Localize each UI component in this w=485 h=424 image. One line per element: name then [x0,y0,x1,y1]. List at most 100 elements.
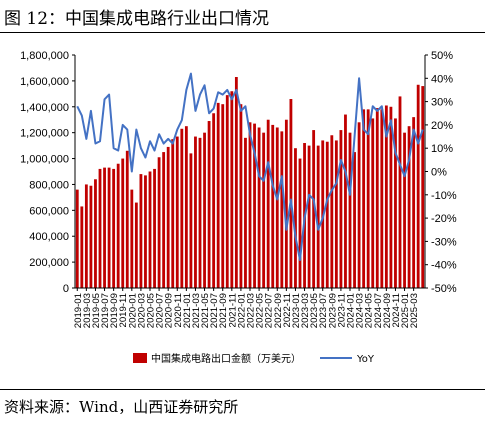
x-tick-label: 2021-05 [200,293,211,328]
legend-line-label: YoY [356,354,375,365]
x-axis: 2019-012019-032019-052019-072019-092019-… [73,287,425,328]
bar-2024-09 [384,105,388,288]
left-tick-label: 800,000 [29,179,69,191]
x-tick-label: 2020-07 [155,293,166,328]
bar-2024-05 [366,109,370,289]
left-tick-label: 600,000 [29,205,69,217]
bar-2021-11 [230,91,234,289]
bar-2019-10 [116,163,120,288]
bar-2021-10 [225,95,229,288]
bar-2019-05 [94,179,97,288]
right-axis: -50% -40% -30% -20% -10% 0% 10% 20% 30% 40% 50% [424,50,457,295]
x-tick-label: 2021-07 [209,293,220,328]
bar-2023-08 [325,141,329,288]
x-tick-label: 2024-11 [391,293,402,328]
left-tick-label: 1,800,000 [20,50,69,62]
right-tick-label: -20% [431,213,457,225]
bar-2020-03 [139,174,143,288]
x-tick-label: 2023-07 [318,293,329,328]
x-tick-label: 2023-09 [327,293,338,328]
bar-2021-07 [212,113,216,288]
x-tick-label: 2022-07 [264,293,275,328]
bar-2024-06 [371,118,375,289]
x-tick-label: 2021-09 [218,293,229,328]
left-tick-label: 1,200,000 [20,128,69,140]
left-tick-label: 200,000 [29,257,69,269]
bar-2019-06 [98,168,102,288]
bar-2024-03 [357,122,361,288]
x-tick-label: 2021-03 [191,293,202,328]
figure-title: 图 12：中国集成电路行业出口情况 [4,9,270,29]
x-tick-label: 2022-11 [282,293,293,328]
bar-2024-11 [394,118,397,289]
bar-2025-01 [403,132,406,288]
bar-2023-06 [316,145,320,288]
bar-2019-12 [125,150,129,288]
bar-2024-12 [398,96,402,288]
bar-2020-01 [130,189,134,288]
x-tick-label: 2022-05 [255,293,266,328]
right-tick-label: -40% [431,260,457,272]
x-tick-label: 2020-09 [164,293,175,328]
yoy-series [76,72,424,262]
x-tick-label: 2023-11 [336,293,347,328]
bar-2020-05 [148,171,152,288]
bar-2024-01 [348,132,352,288]
bar-2022-01 [239,104,243,288]
bar-2024-04 [362,109,366,289]
x-tick-label: 2022-01 [236,293,247,328]
bar-2022-08 [271,124,275,289]
bar-2021-05 [203,132,206,288]
bar-series [75,77,425,289]
bar-2024-10 [389,106,393,288]
bar-2021-06 [207,121,211,289]
bar-2019-11 [121,158,125,288]
x-tick-label: 2022-03 [246,293,257,328]
bar-2020-09 [166,146,170,288]
left-tick-label: 1,600,000 [20,76,69,88]
bar-2023-01 [294,148,297,288]
x-tick-label: 2024-09 [382,293,393,328]
x-tick-label: 2025-01 [400,293,411,328]
legend: 中国集成电路出口金额（万美元） YoY [133,352,375,365]
x-tick-label: 2019-11 [118,293,129,328]
x-tick-label: 2024-01 [346,293,357,328]
bar-2025-05 [421,86,425,288]
bar-2023-09 [330,135,334,288]
bar-2022-12 [289,99,293,288]
x-tick-label: 2020-05 [146,293,157,328]
left-tick-label: 0 [63,283,69,295]
left-tick-label: 1,400,000 [20,102,69,114]
bar-2019-04 [89,185,93,288]
yoy-line [76,72,424,262]
bar-2023-02 [298,158,302,288]
top-rule [0,32,485,33]
x-tick-label: 2025-03 [409,293,420,328]
bar-2020-07 [157,157,161,288]
bar-2025-02 [407,126,411,288]
x-tick-label: 2019-01 [73,293,84,328]
x-tick-label: 2023-01 [291,293,302,328]
x-tick-label: 2020-11 [173,293,184,328]
x-tick-label: 2020-01 [127,293,138,328]
x-tick-label: 2023-03 [300,293,311,328]
bar-2019-08 [107,167,111,288]
right-tick-label: 20% [431,120,453,132]
right-tick-label: -10% [431,190,457,202]
left-tick-label: 1,000,000 [20,154,69,166]
bar-2019-03 [84,184,88,288]
bar-2021-02 [189,153,193,288]
bar-2025-03 [412,117,416,288]
bar-2020-12 [180,128,184,288]
bar-2024-08 [380,109,384,289]
right-tick-label: 10% [431,143,453,155]
bar-2021-09 [221,104,225,288]
bar-2020-10 [171,139,175,288]
bar-2023-10 [334,140,338,288]
bar-2022-11 [284,119,288,288]
bar-2020-08 [162,152,166,288]
bar-2020-02 [134,202,138,288]
bar-2019-07 [103,167,106,288]
bar-2023-04 [307,145,311,288]
bar-2019-09 [112,168,116,288]
